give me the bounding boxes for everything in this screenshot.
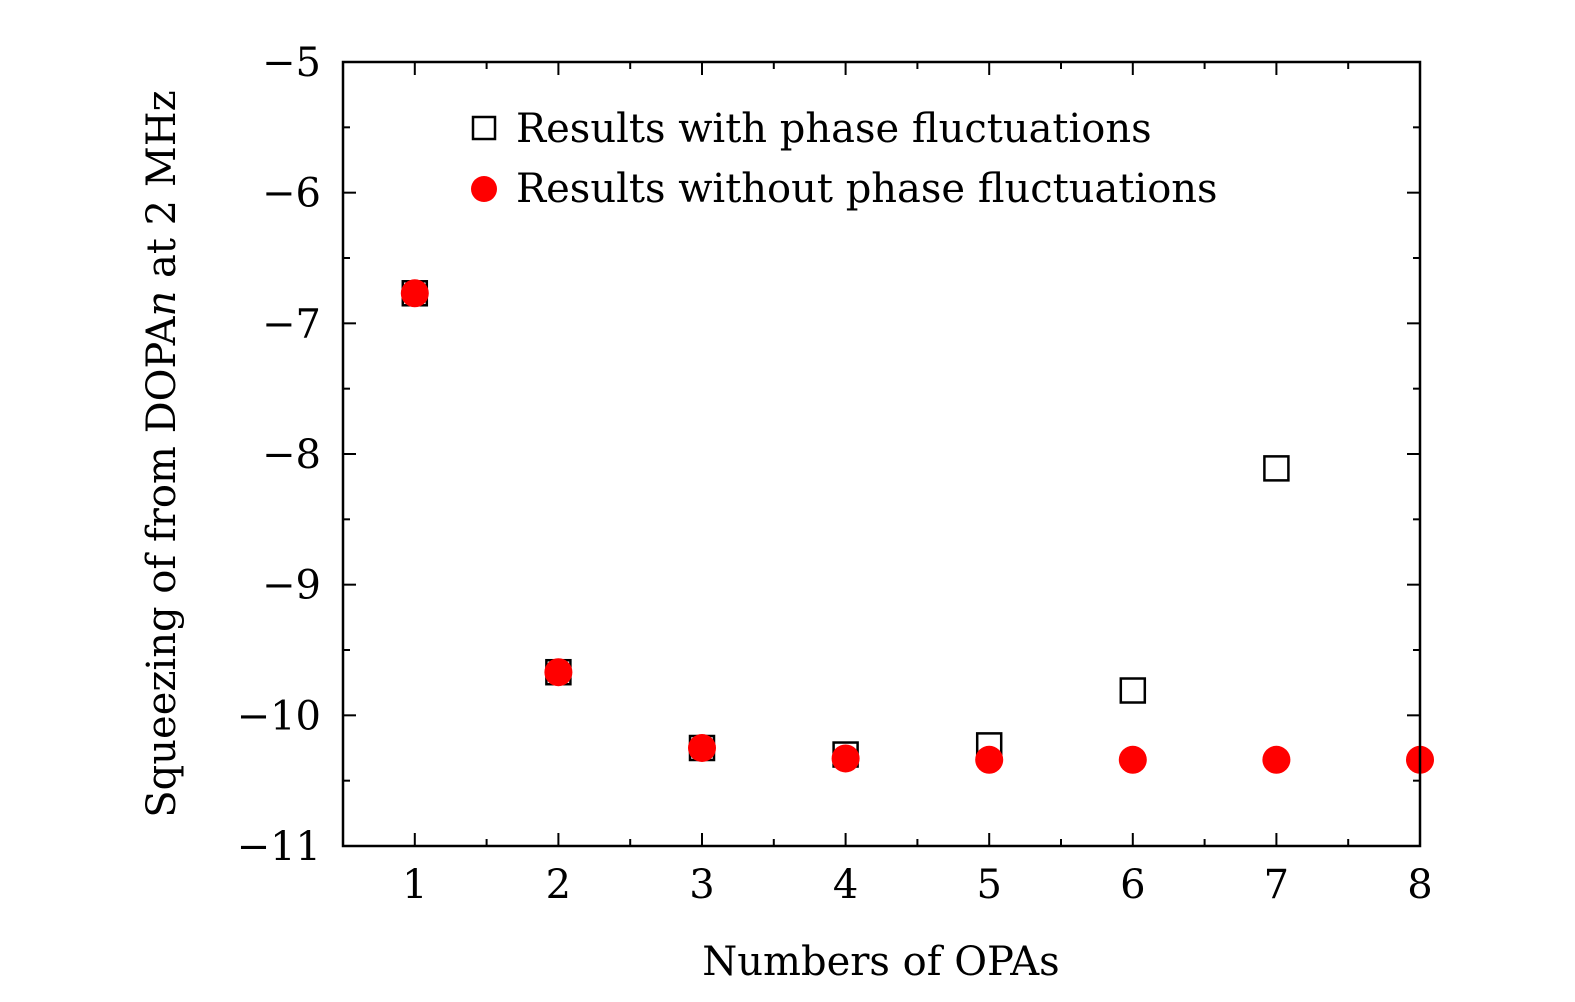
- y-tick-label: −9: [262, 563, 321, 609]
- y-tick-label: −10: [237, 693, 321, 739]
- y-tick-label: −7: [262, 301, 321, 347]
- y-tick-label: −8: [262, 432, 321, 478]
- x-tick-label: 7: [1264, 862, 1289, 908]
- x-tick-label: 5: [976, 862, 1001, 908]
- circle-point-without-phase: [975, 745, 1004, 774]
- y-axis-title: Squeezing of from DOPAn at 2 MHz: [139, 90, 185, 818]
- y-tick-label: −11: [237, 824, 321, 870]
- x-tick-labels: 1 2 3 4 5 6 7 8: [402, 862, 1433, 908]
- y-tick-labels: −11 −10 −9 −8 −7 −6 −5: [237, 40, 321, 870]
- circle-point-without-phase: [544, 658, 573, 687]
- y-axis-title-part-3: at 2 MHz: [139, 90, 185, 290]
- plot-frame: [341, 60, 1422, 848]
- x-axis-title: Numbers of OPAs: [702, 939, 1059, 985]
- legend: Results with phase fluctuations Results …: [471, 106, 1218, 212]
- legend-marker-without-phase: [471, 176, 497, 202]
- circle-point-without-phase: [1118, 745, 1147, 774]
- y-tick-label: −6: [262, 171, 321, 217]
- x-tick-label: 3: [689, 862, 714, 908]
- y-axis-title-part-1: Squeezing of from DOPA: [139, 315, 185, 817]
- x-tick-label: 2: [546, 862, 571, 908]
- legend-marker-with-phase: [471, 115, 497, 141]
- circle-point-without-phase: [1262, 745, 1291, 774]
- x-tick-label: 8: [1407, 862, 1432, 908]
- y-tick-label: −5: [262, 40, 321, 86]
- data-points: [400, 279, 1434, 774]
- x-tick-label: 6: [1120, 862, 1145, 908]
- square-point-with-phase: [1119, 677, 1147, 704]
- legend-label-with-phase: Results with phase fluctuations: [516, 106, 1152, 152]
- x-tick-label: 4: [833, 862, 858, 908]
- square-point-with-phase: [1263, 455, 1290, 482]
- circle-point-without-phase: [400, 279, 429, 308]
- circle-point-without-phase: [688, 734, 716, 762]
- circle-point-without-phase: [831, 744, 860, 773]
- legend-label-without-phase: Results without phase fluctuations: [516, 166, 1218, 212]
- y-axis-title-part-2: n: [139, 291, 185, 317]
- x-tick-label: 1: [402, 862, 427, 908]
